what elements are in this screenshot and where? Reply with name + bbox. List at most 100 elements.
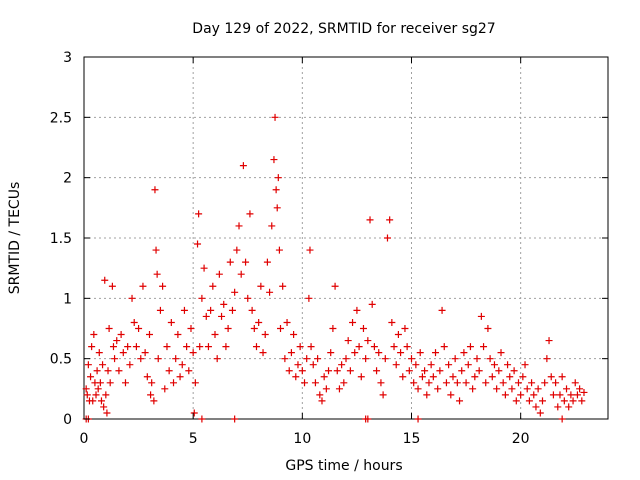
data-point	[510, 367, 518, 375]
data-point	[130, 318, 138, 326]
data-point	[320, 373, 328, 381]
data-point	[246, 210, 254, 218]
data-point	[362, 355, 370, 363]
data-point	[418, 373, 426, 381]
data-point	[272, 186, 280, 194]
data-point	[512, 397, 520, 405]
data-point	[213, 355, 221, 363]
data-point	[473, 355, 481, 363]
data-point	[445, 361, 453, 369]
data-point	[580, 388, 588, 396]
data-point	[191, 379, 199, 387]
data-point	[95, 349, 103, 357]
data-point	[460, 349, 468, 357]
y-axis-label: SRMTID / TECUs	[7, 182, 23, 295]
data-point	[414, 385, 422, 393]
data-point	[565, 403, 573, 411]
data-point	[567, 391, 575, 399]
data-point	[311, 379, 319, 387]
data-point	[200, 264, 208, 272]
data-point	[333, 367, 341, 375]
data-point	[152, 246, 160, 254]
data-point	[279, 282, 287, 290]
data-point	[178, 361, 186, 369]
data-point	[486, 355, 494, 363]
data-point	[141, 349, 149, 357]
data-point	[381, 355, 389, 363]
data-point	[506, 373, 514, 381]
data-point	[493, 385, 501, 393]
data-point	[226, 258, 234, 266]
data-point	[146, 331, 153, 339]
data-point	[484, 325, 492, 332]
data-point	[113, 337, 121, 345]
data-point	[307, 343, 315, 351]
y-tick-label: 1	[63, 291, 72, 307]
data-point	[257, 282, 265, 290]
data-point	[364, 415, 372, 423]
data-point	[239, 162, 247, 170]
data-point	[287, 349, 295, 357]
data-point	[261, 331, 269, 339]
data-point	[170, 379, 178, 387]
data-point	[198, 294, 206, 302]
data-point	[576, 385, 584, 393]
data-point	[432, 349, 440, 357]
data-point	[215, 270, 223, 278]
data-point	[161, 385, 169, 393]
data-point	[399, 373, 407, 381]
data-point	[163, 343, 171, 351]
data-point	[147, 391, 155, 399]
data-point	[309, 361, 317, 369]
data-point	[560, 397, 568, 405]
data-point	[377, 379, 385, 387]
data-points	[82, 113, 588, 423]
data-point	[93, 367, 101, 375]
data-point	[263, 258, 271, 266]
data-point	[189, 349, 197, 357]
data-point	[209, 282, 217, 290]
data-point	[237, 270, 245, 278]
data-point	[547, 373, 555, 381]
data-point	[514, 379, 522, 387]
data-point	[523, 385, 531, 393]
data-point	[438, 306, 446, 314]
data-point	[105, 325, 113, 332]
data-point	[525, 397, 533, 405]
data-point	[195, 210, 203, 218]
data-point	[545, 337, 553, 345]
data-point	[359, 325, 367, 332]
data-point	[425, 379, 433, 387]
data-point	[283, 318, 291, 326]
data-point	[495, 367, 503, 375]
data-point	[303, 355, 311, 363]
data-point	[143, 373, 151, 381]
data-point	[569, 397, 577, 405]
data-point	[108, 282, 116, 290]
data-point	[482, 379, 490, 387]
data-point	[501, 391, 509, 399]
data-point	[139, 282, 147, 290]
data-point	[370, 343, 378, 351]
data-point	[148, 379, 156, 387]
data-point	[543, 355, 551, 363]
data-point	[153, 270, 161, 278]
data-point	[106, 379, 114, 387]
data-point	[534, 385, 542, 393]
data-point	[436, 367, 444, 375]
data-point	[552, 379, 560, 387]
data-point	[271, 113, 279, 121]
data-point	[490, 361, 498, 369]
data-point	[111, 355, 119, 363]
data-point	[528, 379, 536, 387]
data-point	[442, 379, 450, 387]
data-point	[301, 379, 309, 387]
data-point	[132, 343, 140, 351]
data-point	[115, 367, 123, 375]
data-point	[156, 306, 164, 314]
data-point	[92, 391, 100, 399]
data-point	[275, 246, 283, 254]
data-point	[102, 391, 110, 399]
data-point	[190, 409, 198, 417]
data-point	[427, 361, 435, 369]
